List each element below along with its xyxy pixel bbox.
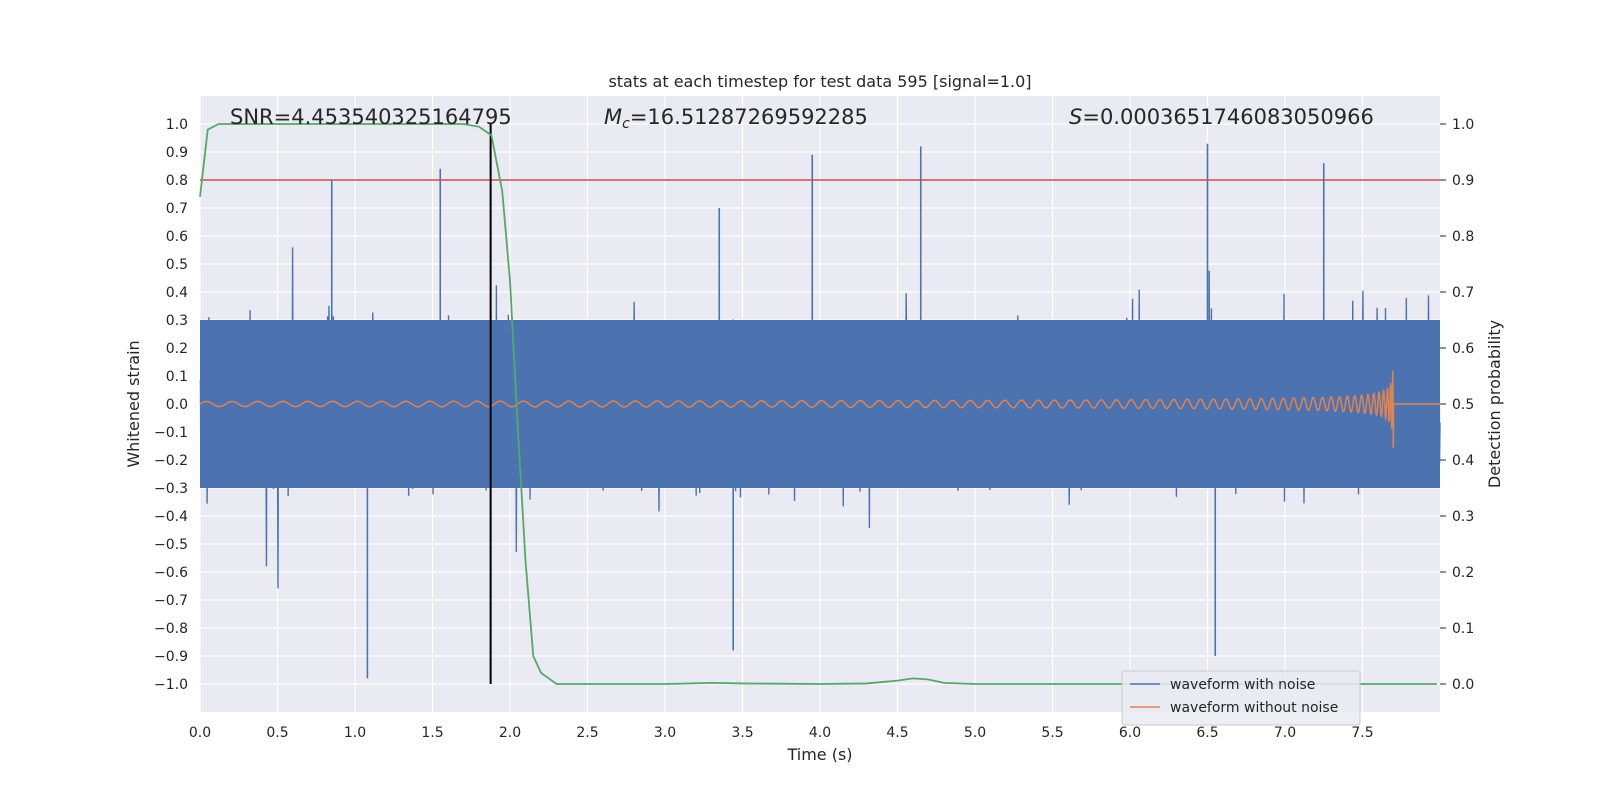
y2-tick-label: 0.7 [1452,285,1474,301]
legend-label-clean: waveform without noise [1170,700,1338,716]
x-tick-label: 1.0 [344,725,366,741]
y-tick-label: −0.2 [154,453,188,469]
mc-subscript: c [622,116,630,132]
y-tick-label: −0.9 [154,649,188,665]
y2-tick-label: 0.8 [1452,229,1474,245]
x-tick-label: 3.5 [731,725,753,741]
mc-value: =16.51287269592285 [630,105,868,129]
x-tick-label: 4.0 [809,725,831,741]
x-axis-label: Time (s) [786,745,852,764]
x-tick-label: 5.5 [1041,725,1063,741]
y-tick-label: 0.6 [166,229,188,245]
s-value: =0.0003651746083050966 [1082,105,1374,129]
y-tick-label: 0.8 [166,173,188,189]
y2-tick-label: 1.0 [1452,117,1474,133]
y-tick-label: −0.6 [154,565,188,581]
legend-label-noise: waveform with noise [1170,677,1315,693]
y-tick-label: 0.7 [166,201,188,217]
snr-annotation: SNR=4.453540325164795 [230,105,512,129]
y2-tick-label: 0.4 [1452,453,1474,469]
chirp-mass-annotation: Mc=16.51287269592285 [604,105,868,132]
x-tick-label: 5.0 [964,725,986,741]
ticks: 0.0 0.5 1.0 1.5 2.0 2.5 3.0 3.5 4.0 4.5 5.0 5.5 6.0 6… [154,117,1474,741]
x-tick-label: 1.5 [421,725,443,741]
y-tick-label: 0.4 [166,285,188,301]
y2-tick-label: 0.2 [1452,565,1474,581]
y2-tick-label: 0.0 [1452,677,1474,693]
y-tick-label: 0.2 [166,341,188,357]
y2-axis-label: Detection probability [1485,320,1504,488]
y-tick-label: −1.0 [154,677,188,693]
y-tick-label: 0.3 [166,313,188,329]
s-annotation: S=0.0003651746083050966 [1069,105,1374,129]
y-tick-label: −0.1 [154,425,188,441]
x-tick-label: 3.0 [654,725,676,741]
x-tick-label: 2.0 [499,725,521,741]
x-tick-label: 4.5 [886,725,908,741]
y2-tick-label: 0.3 [1452,509,1474,525]
clean-waveform-line [199,370,1440,449]
x-tick-label: 7.0 [1274,725,1296,741]
x-tick-label: 0.0 [189,725,211,741]
y2-tick-label: 0.6 [1452,341,1474,357]
y-axis-label: Whitened strain [124,340,143,467]
y-tick-label: 0.0 [166,397,188,413]
y-tick-label: −0.3 [154,481,188,497]
y2-tick-label: 0.9 [1452,173,1474,189]
x-tick-label: 0.5 [266,725,288,741]
x-tick-label: 2.5 [576,725,598,741]
y-tick-label: −0.8 [154,621,188,637]
x-tick-label: 7.5 [1351,725,1373,741]
legend-box [1121,670,1361,726]
y-tick-label: −0.4 [154,509,188,525]
y-tick-label: 0.9 [166,145,188,161]
y-tick-label: −0.5 [154,537,188,553]
mc-symbol: M [604,105,622,129]
x-tick-label: 6.5 [1196,725,1218,741]
y-tick-label: −0.7 [154,593,188,609]
overlays [199,123,1440,685]
noisy-waveform-core [200,320,1440,488]
detection-probability-line [199,123,1437,685]
s-symbol: S [1069,105,1082,129]
x-tick-label: 6.0 [1119,725,1141,741]
y2-tick-label: 0.5 [1452,397,1474,413]
noisy-waveform-series [199,143,1441,679]
y-tick-label: 0.5 [166,257,188,273]
y-tick-label: 1.0 [166,117,188,133]
legend: waveform with noise waveform without noi… [1121,670,1361,726]
chart-title: stats at each timestep for test data 595… [608,72,1031,91]
y2-tick-label: 0.1 [1452,621,1474,637]
y-tick-label: 0.1 [166,369,188,385]
